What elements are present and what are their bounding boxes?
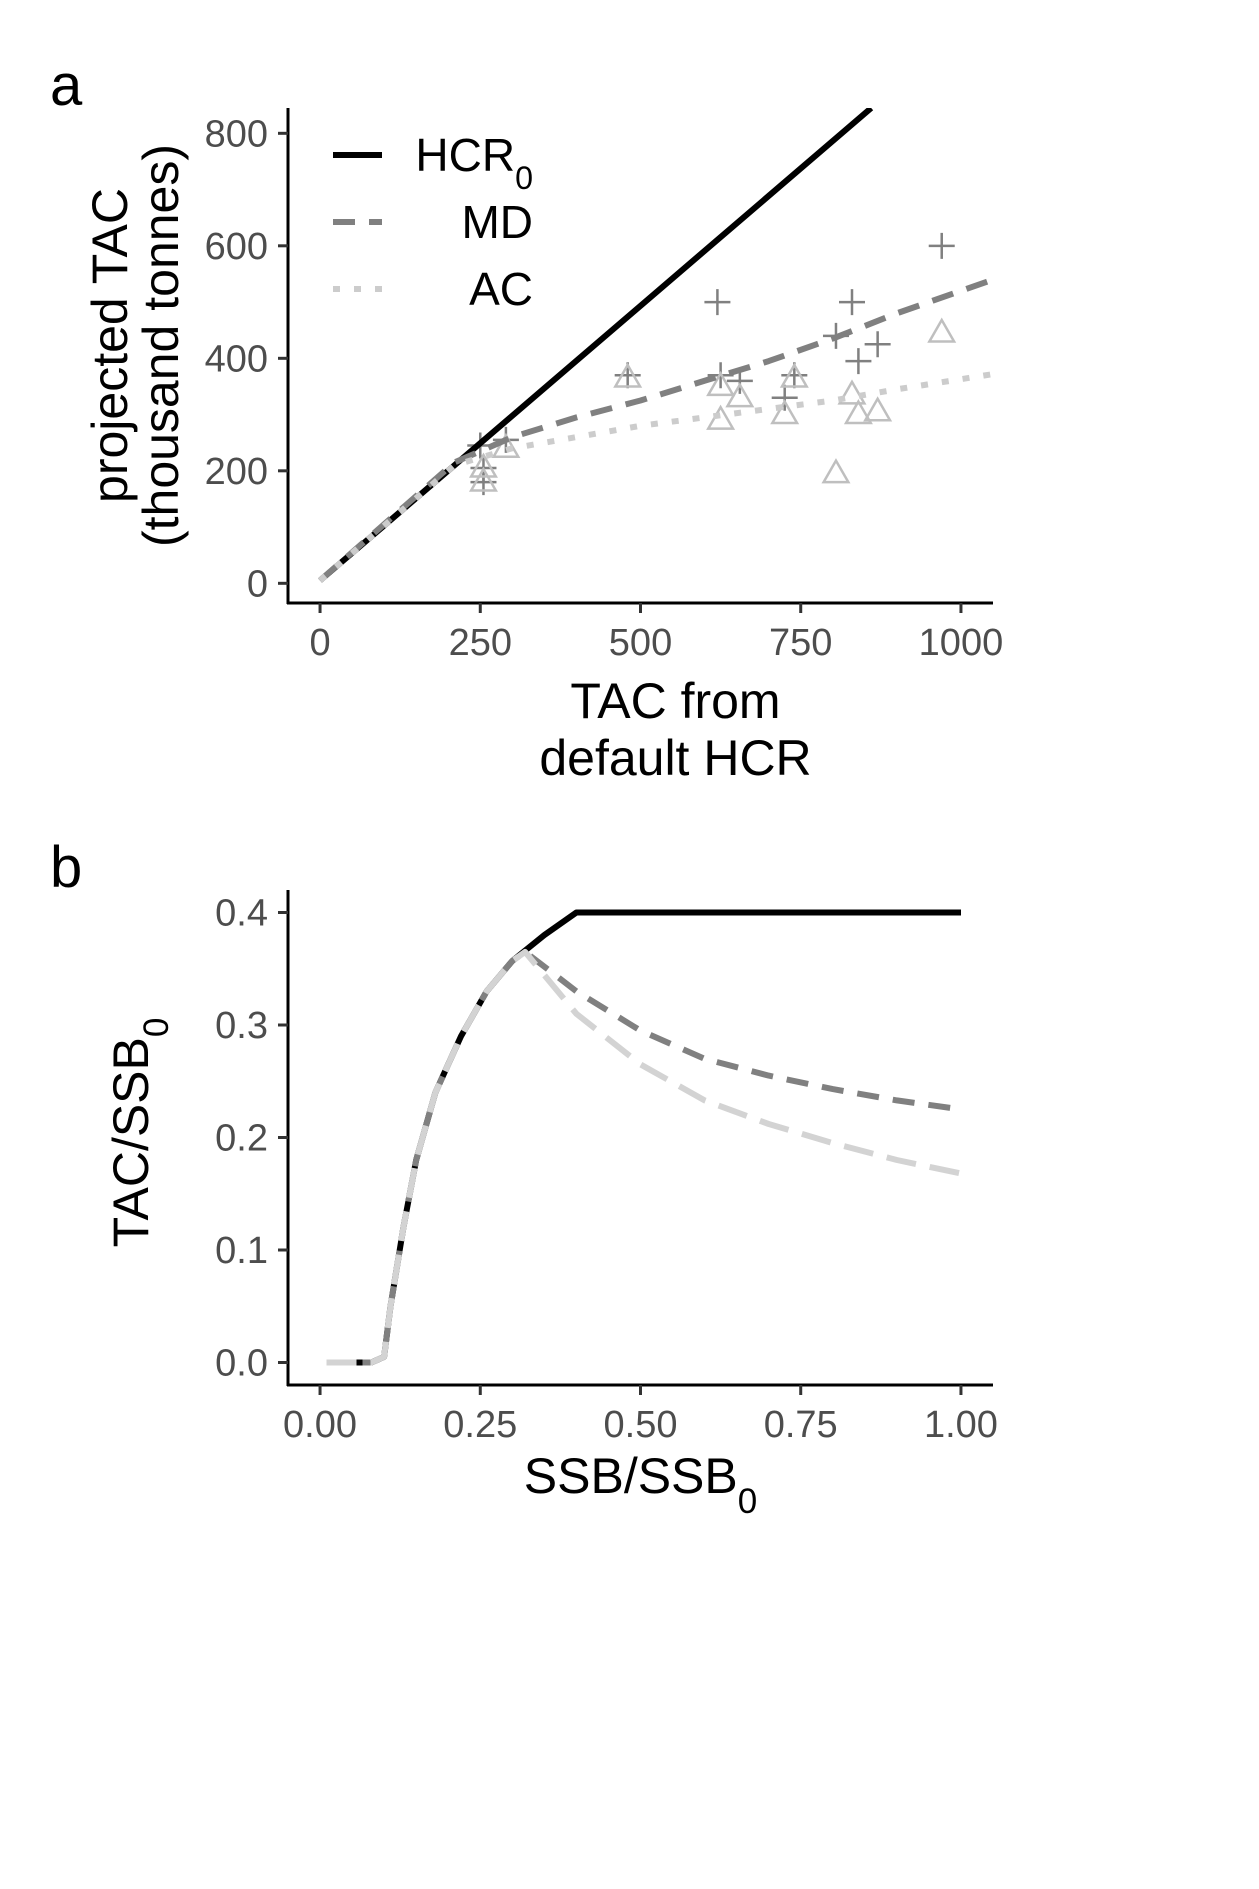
legend-label-hcr0-main: HCR: [415, 129, 515, 181]
y-tick-label: 400: [205, 338, 268, 380]
plus-marker: [864, 331, 891, 358]
panel-a: a 0 250 500 750 1000 0 200 400 600 800 TAC fromdefa…: [50, 53, 1003, 786]
triangle-marker: [725, 382, 755, 408]
series-line-ac: [326, 948, 962, 1366]
panel-label: b: [50, 835, 82, 900]
y-tick-label: 600: [205, 226, 268, 268]
y-tick-label: 0.1: [215, 1230, 268, 1272]
x-tick-label: 0.00: [283, 1404, 357, 1446]
x-tick-label: 500: [609, 622, 672, 664]
series-line-hcr0: [318, 108, 874, 583]
y-tick-label: 0.0: [215, 1343, 268, 1385]
triangle-marker: [837, 379, 867, 405]
legend-label-hcr0: HCR0: [415, 129, 533, 196]
y-tick-label: 0: [247, 563, 268, 605]
x-tick-label: 1000: [919, 622, 1004, 664]
y-axis-title: TAC/SSB0: [103, 1018, 176, 1248]
triangle-marker: [927, 317, 957, 343]
plot-area: [318, 108, 993, 583]
y-tick-label: 800: [205, 113, 268, 155]
y-axis-title: projected TAC: [82, 188, 138, 503]
x-tick-label: 0.25: [443, 1404, 517, 1446]
y-tick-label: 0.3: [215, 1005, 268, 1047]
plot-area: [326, 909, 962, 1366]
x-axis-title-subscript: 0: [738, 1482, 757, 1521]
x-axis-title-main: SSB/SSB: [524, 1448, 738, 1504]
triangle-marker: [843, 399, 873, 425]
panel-label: a: [50, 53, 83, 118]
x-axis-title: default HCR: [539, 730, 811, 786]
triangle-marker: [770, 399, 800, 425]
triangle-marker: [779, 362, 809, 388]
plus-marker: [928, 232, 955, 259]
series-line-ac: [318, 371, 993, 583]
x-axis-title: TAC from: [570, 673, 780, 729]
plus-marker: [771, 384, 798, 411]
x-tick-label: 750: [769, 622, 832, 664]
triangle-marker: [706, 370, 736, 397]
y-axis-title: (thousand tonnes): [133, 144, 189, 547]
triangle-marker: [821, 458, 851, 484]
series-line-md: [326, 948, 962, 1366]
triangle-marker: [468, 466, 498, 492]
y-tick-label: 0.4: [215, 893, 268, 935]
plus-marker: [839, 289, 865, 316]
panel-b: b 0.00 0.25 0.50 0.75 1.00 0.0 0.1 0.2 0.3 0.4 SSB/…: [50, 835, 998, 1521]
y-tick-label: 0.2: [215, 1118, 268, 1160]
y-axis-title-main: TAC/SSB: [103, 1037, 159, 1247]
legend-label-ac: AC: [469, 263, 533, 315]
x-tick-label: 250: [449, 622, 512, 664]
y-axis-title-subscript: 0: [137, 1018, 176, 1037]
triangle-marker: [468, 452, 498, 478]
y-tick-label: 200: [205, 451, 268, 493]
legend-label-ac-main: AC: [469, 263, 533, 315]
legend-label-md: MD: [461, 196, 533, 248]
plus-marker: [845, 348, 872, 375]
x-tick-label: 0.75: [764, 1404, 838, 1446]
plus-marker: [704, 289, 731, 316]
x-tick-label: 0: [309, 622, 330, 664]
triangle-marker: [863, 396, 893, 422]
triangle-marker: [613, 362, 643, 388]
legend-label-md-main: MD: [461, 196, 533, 248]
series-line-md: [318, 276, 993, 583]
x-axis-title: SSB/SSB0: [524, 1448, 757, 1521]
x-tick-label: 1.00: [924, 1404, 998, 1446]
legend-label-hcr0-subscript: 0: [515, 160, 533, 196]
x-tick-label: 0.50: [604, 1404, 678, 1446]
